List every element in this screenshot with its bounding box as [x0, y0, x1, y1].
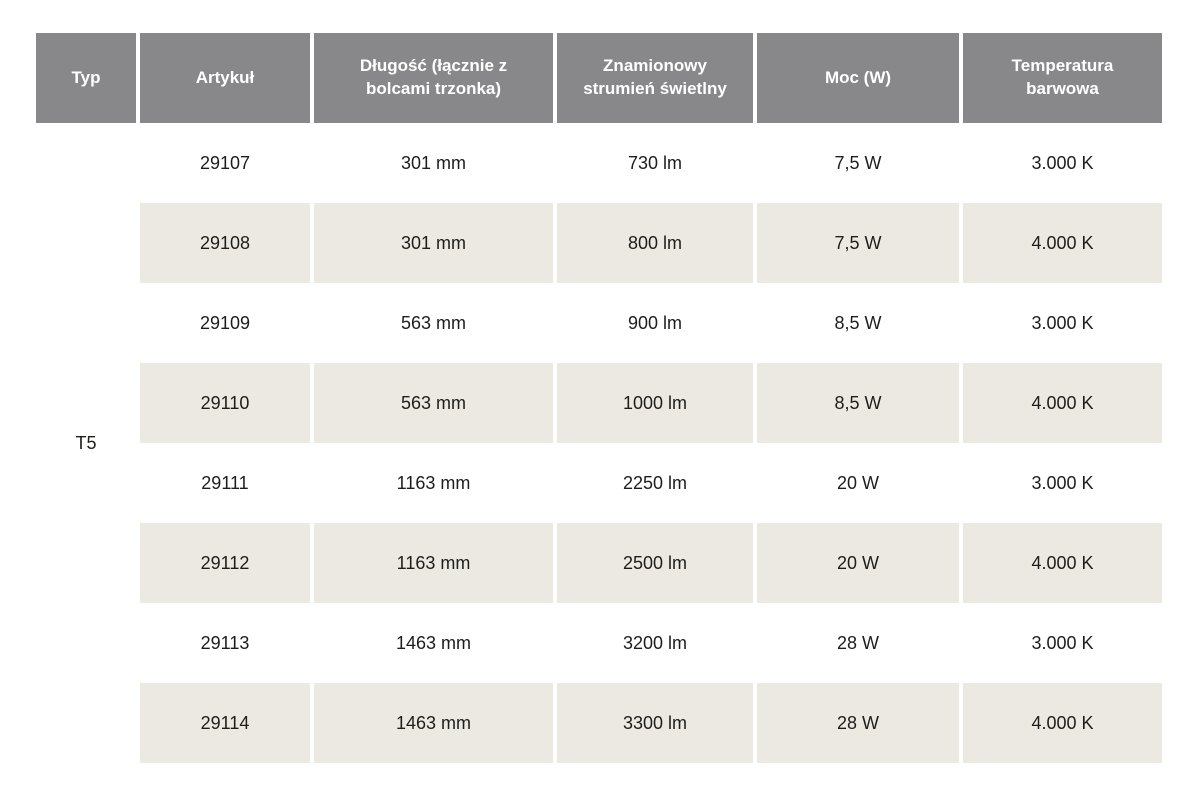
- column-header-temperatura: Temperatura barwowa: [963, 33, 1162, 123]
- table-row-3-artykul: 29109: [140, 283, 310, 363]
- table-row-8-dlugosc: 1463 mm: [314, 683, 553, 763]
- table-row-7-temperatura: 3.000 K: [963, 603, 1162, 683]
- table-row-8-temperatura: 4.000 K: [963, 683, 1162, 763]
- table-row-5-moc: 20 W: [757, 443, 959, 523]
- table-row-7-strumien: 3200 lm: [557, 603, 753, 683]
- table-row-2-artykul: 29108: [140, 203, 310, 283]
- column-header-dlugosc: Długość (łącznie z bolcami trzonka): [314, 33, 553, 123]
- table-row-2-moc: 7,5 W: [757, 203, 959, 283]
- table-row-4-strumien: 1000 lm: [557, 363, 753, 443]
- table-row-1-dlugosc: 301 mm: [314, 123, 553, 203]
- table-row-1-strumien: 730 lm: [557, 123, 753, 203]
- product-spec-table: Typ Artykuł Długość (łącznie z bolcami t…: [36, 33, 1162, 763]
- table-body: T5 29107 301 mm 730 lm 7,5 W 3.000 K 291…: [36, 123, 1162, 763]
- table-row-1-temperatura: 3.000 K: [963, 123, 1162, 203]
- table-row-5-strumien: 2250 lm: [557, 443, 753, 523]
- column-header-strumien: Znamionowy strumień świetlny: [557, 33, 753, 123]
- table-row-6-moc: 20 W: [757, 523, 959, 603]
- table-row-4-moc: 8,5 W: [757, 363, 959, 443]
- table-row-2-strumien: 800 lm: [557, 203, 753, 283]
- table-row-3-temperatura: 3.000 K: [963, 283, 1162, 363]
- table-row-3-strumien: 900 lm: [557, 283, 753, 363]
- table-row-4-dlugosc: 563 mm: [314, 363, 553, 443]
- column-header-artykul: Artykuł: [140, 33, 310, 123]
- table-row-4-temperatura: 4.000 K: [963, 363, 1162, 443]
- table-row-6-temperatura: 4.000 K: [963, 523, 1162, 603]
- table-row-8-moc: 28 W: [757, 683, 959, 763]
- table-row-7-moc: 28 W: [757, 603, 959, 683]
- table-row-5-dlugosc: 1163 mm: [314, 443, 553, 523]
- typ-value-cell: T5: [36, 123, 136, 763]
- table-row-3-moc: 8,5 W: [757, 283, 959, 363]
- table-row-5-temperatura: 3.000 K: [963, 443, 1162, 523]
- table-row-6-artykul: 29112: [140, 523, 310, 603]
- table-row-7-artykul: 29113: [140, 603, 310, 683]
- table-row-2-temperatura: 4.000 K: [963, 203, 1162, 283]
- table-header-row: Typ Artykuł Długość (łącznie z bolcami t…: [36, 33, 1162, 123]
- table-row-8-strumien: 3300 lm: [557, 683, 753, 763]
- table-row-3-dlugosc: 563 mm: [314, 283, 553, 363]
- table-row-2-dlugosc: 301 mm: [314, 203, 553, 283]
- table-row-7-dlugosc: 1463 mm: [314, 603, 553, 683]
- table-row-4-artykul: 29110: [140, 363, 310, 443]
- table-row-6-dlugosc: 1163 mm: [314, 523, 553, 603]
- table-row-1-artykul: 29107: [140, 123, 310, 203]
- table-row-6-strumien: 2500 lm: [557, 523, 753, 603]
- column-header-typ: Typ: [36, 33, 136, 123]
- column-header-moc: Moc (W): [757, 33, 959, 123]
- table-row-8-artykul: 29114: [140, 683, 310, 763]
- table-row-5-artykul: 29111: [140, 443, 310, 523]
- table-row-1-moc: 7,5 W: [757, 123, 959, 203]
